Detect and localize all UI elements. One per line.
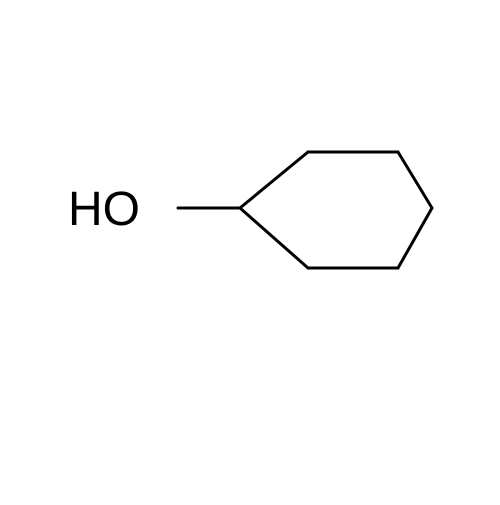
hydroxyl-label: HO	[68, 182, 140, 237]
structure-svg	[0, 0, 500, 500]
molecule-diagram: HO	[0, 0, 500, 500]
bond-group	[178, 152, 432, 268]
